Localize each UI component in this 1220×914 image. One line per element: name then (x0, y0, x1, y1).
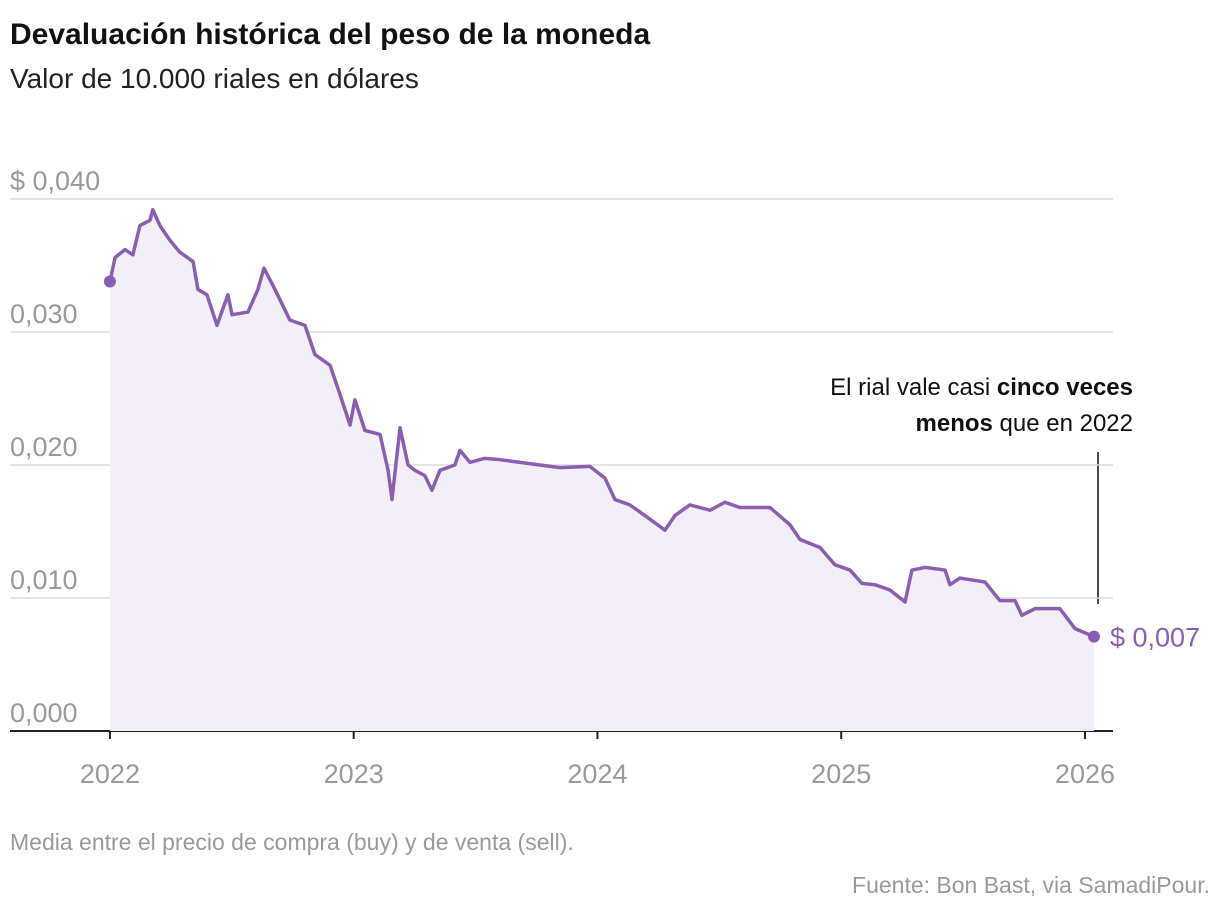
y-tick-label: $ 0,040 (10, 166, 100, 196)
annotation-part: cinco veces (997, 374, 1133, 401)
y-tick-label: 0,020 (10, 432, 78, 462)
end-dot (103, 275, 116, 288)
value-label: $ 0,007 (1110, 623, 1200, 653)
annotation: El rial vale casi cinco veces (830, 374, 1133, 401)
annotation-part: El rial vale casi (830, 374, 997, 401)
annotation-part: que en 2022 (993, 410, 1133, 437)
y-tick-label: 0,010 (10, 565, 78, 595)
x-tick-label: 2022 (80, 759, 140, 789)
y-tick-label: 0,030 (10, 299, 78, 329)
chart-title: Devaluación histórica del peso de la mon… (10, 18, 651, 51)
annotation: menos que en 2022 (916, 410, 1134, 437)
x-tick-label: 2026 (1055, 759, 1115, 789)
x-tick-label: 2025 (811, 759, 871, 789)
source: Fuente: Bon Bast, via SamadiPour. (852, 872, 1210, 898)
annotation-part: menos (916, 410, 993, 437)
y-tick-label: 0,000 (10, 698, 78, 728)
end-dot (1087, 630, 1100, 643)
x-tick-label: 2024 (567, 759, 627, 789)
note: Media entre el precio de compra (buy) y … (10, 829, 574, 855)
chart-subtitle: Valor de 10.000 riales en dólares (10, 63, 419, 94)
area-fill (109, 209, 1094, 731)
x-tick-label: 2023 (324, 759, 384, 789)
line (108, 207, 1095, 639)
